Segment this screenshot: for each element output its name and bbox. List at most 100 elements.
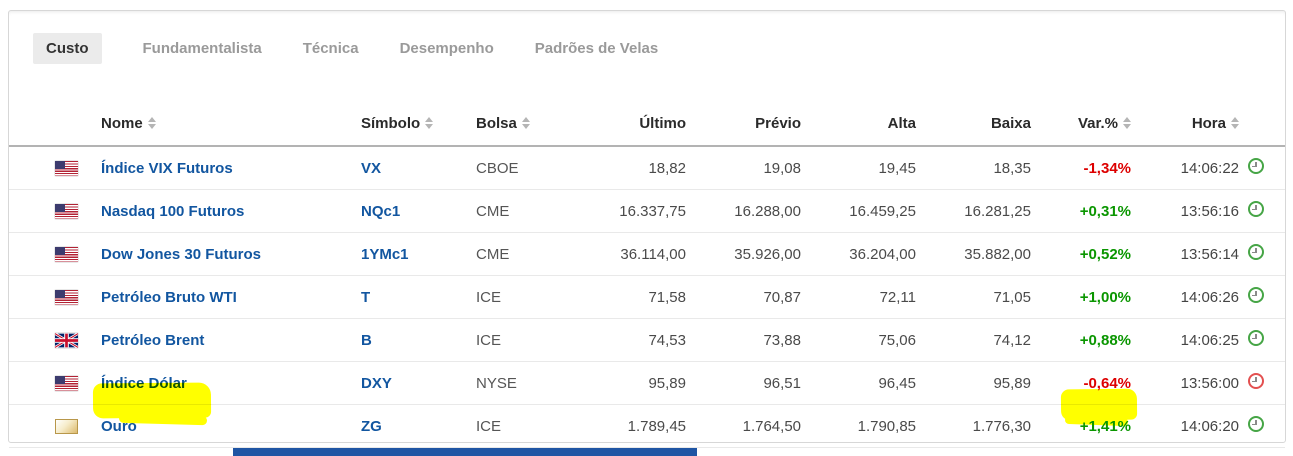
low-price: 16.281,25 xyxy=(964,202,1031,220)
last-price: 36.114,00 xyxy=(620,245,686,263)
symbol-link[interactable]: ZG xyxy=(361,417,382,435)
last-price: 1.789,45 xyxy=(627,417,686,435)
change-percent: -0,64% xyxy=(1083,374,1131,392)
quote-time: 13:56:14 xyxy=(1180,245,1239,263)
table-header-row: Nome Símbolo Bolsa Último Prévio Alta Ba… xyxy=(9,101,1285,147)
us-flag-icon xyxy=(55,290,78,306)
prev-price: 73,88 xyxy=(763,331,801,349)
column-header-ultimo: Último xyxy=(561,115,686,132)
clock-icon xyxy=(1248,416,1264,432)
column-header-simbolo[interactable]: Símbolo xyxy=(361,115,476,132)
table-row[interactable]: Ouro ZG ICE 1.789,45 1.764,50 1.790,85 1… xyxy=(9,405,1285,448)
column-header-baixa: Baixa xyxy=(916,115,1031,132)
instrument-link[interactable]: Petróleo Brent xyxy=(101,331,205,349)
high-price: 19,45 xyxy=(878,159,916,177)
high-price: 75,06 xyxy=(878,331,916,349)
gold-commodity-icon xyxy=(55,419,78,435)
us-flag-icon xyxy=(55,204,78,220)
column-header-hora[interactable]: Hora xyxy=(1131,115,1239,132)
clock-icon xyxy=(1248,287,1264,303)
column-label: Baixa xyxy=(990,114,1031,132)
sort-icon xyxy=(1123,117,1131,129)
table-row[interactable]: Índice Dólar DXY NYSE 95,89 96,51 96,45 … xyxy=(9,362,1285,405)
low-price: 35.882,00 xyxy=(964,245,1031,263)
high-price: 1.790,85 xyxy=(857,417,916,435)
exchange: CBOE xyxy=(476,159,519,177)
us-flag-icon xyxy=(55,247,78,263)
symbol-link[interactable]: B xyxy=(361,331,372,349)
exchange: ICE xyxy=(476,331,502,349)
uk-flag-icon xyxy=(55,333,78,349)
column-label: Símbolo xyxy=(361,114,421,132)
exchange: ICE xyxy=(476,417,502,435)
column-header-var[interactable]: Var.% xyxy=(1031,115,1131,132)
column-label: Hora xyxy=(1191,114,1226,132)
change-percent: +1,00% xyxy=(1079,288,1131,306)
prev-price: 96,51 xyxy=(763,374,801,392)
exchange: ICE xyxy=(476,288,502,306)
exchange: CME xyxy=(476,245,510,263)
change-percent: +0,88% xyxy=(1079,331,1131,349)
low-price: 18,35 xyxy=(993,159,1031,177)
high-price: 16.459,25 xyxy=(849,202,916,220)
table-row[interactable]: Índice VIX Futuros VX CBOE 18,82 19,08 1… xyxy=(9,147,1285,190)
instrument-link[interactable]: Ouro xyxy=(101,417,137,435)
clock-icon xyxy=(1248,158,1264,174)
change-percent: -1,34% xyxy=(1083,159,1131,177)
clock-icon xyxy=(1248,373,1264,389)
low-price: 71,05 xyxy=(993,288,1031,306)
symbol-link[interactable]: DXY xyxy=(361,374,392,392)
column-header-previo: Prévio xyxy=(686,115,801,132)
high-price: 96,45 xyxy=(878,374,916,392)
symbol-link[interactable]: T xyxy=(361,288,371,306)
quote-time: 13:56:16 xyxy=(1180,202,1239,220)
table-row[interactable]: Petróleo Brent B ICE 74,53 73,88 75,06 7… xyxy=(9,319,1285,362)
instrument-link[interactable]: Petróleo Bruto WTI xyxy=(101,288,237,306)
change-percent: +0,31% xyxy=(1079,202,1131,220)
us-flag-icon xyxy=(55,376,78,392)
table-row[interactable]: Petróleo Bruto WTI T ICE 71,58 70,87 72,… xyxy=(9,276,1285,319)
tab-padroes-de-velas[interactable]: Padrões de Velas xyxy=(534,39,659,57)
tab-bar: Custo Fundamentalista Técnica Desempenho… xyxy=(33,32,1285,64)
tab-desempenho[interactable]: Desempenho xyxy=(399,39,494,57)
tab-tecnica[interactable]: Técnica xyxy=(302,39,359,57)
instrument-link[interactable]: Índice Dólar xyxy=(101,374,187,392)
prev-price: 19,08 xyxy=(763,159,801,177)
last-price: 74,53 xyxy=(648,331,686,349)
symbol-link[interactable]: VX xyxy=(361,159,382,177)
column-label: Var.% xyxy=(1077,114,1118,132)
quote-time: 14:06:20 xyxy=(1180,417,1239,435)
low-price: 74,12 xyxy=(993,331,1031,349)
low-price: 1.776,30 xyxy=(972,417,1031,435)
instrument-link[interactable]: Nasdaq 100 Futuros xyxy=(101,202,245,220)
symbol-link[interactable]: 1YMc1 xyxy=(361,245,409,263)
symbol-link[interactable]: NQc1 xyxy=(361,202,401,220)
column-label: Bolsa xyxy=(476,114,517,132)
instrument-link[interactable]: Dow Jones 30 Futuros xyxy=(101,245,262,263)
exchange: CME xyxy=(476,202,510,220)
column-label: Último xyxy=(639,114,686,132)
bottom-partial-bar xyxy=(233,448,697,456)
quotes-table-card: Custo Fundamentalista Técnica Desempenho… xyxy=(8,10,1286,448)
last-price: 16.337,75 xyxy=(619,202,686,220)
sort-icon xyxy=(147,117,156,129)
clock-icon xyxy=(1248,244,1264,260)
prev-price: 70,87 xyxy=(763,288,801,306)
sort-icon xyxy=(1231,117,1239,129)
tab-fundamentalista[interactable]: Fundamentalista xyxy=(142,39,262,57)
clock-icon xyxy=(1248,330,1264,346)
column-label: Nome xyxy=(101,114,143,132)
column-header-nome[interactable]: Nome xyxy=(101,115,361,132)
quote-time: 14:06:25 xyxy=(1180,331,1239,349)
last-price: 95,89 xyxy=(648,374,686,392)
change-percent: +0,52% xyxy=(1079,245,1131,263)
prev-price: 35.926,00 xyxy=(734,245,801,263)
instrument-link[interactable]: Índice VIX Futuros xyxy=(101,159,233,177)
last-price: 18,82 xyxy=(648,159,686,177)
table-row[interactable]: Nasdaq 100 Futuros NQc1 CME 16.337,75 16… xyxy=(9,190,1285,233)
column-header-bolsa[interactable]: Bolsa xyxy=(476,115,561,132)
column-header-alta: Alta xyxy=(801,115,916,132)
quote-time: 13:56:00 xyxy=(1180,374,1239,392)
table-row[interactable]: Dow Jones 30 Futuros 1YMc1 CME 36.114,00… xyxy=(9,233,1285,276)
tab-custo[interactable]: Custo xyxy=(33,32,102,64)
